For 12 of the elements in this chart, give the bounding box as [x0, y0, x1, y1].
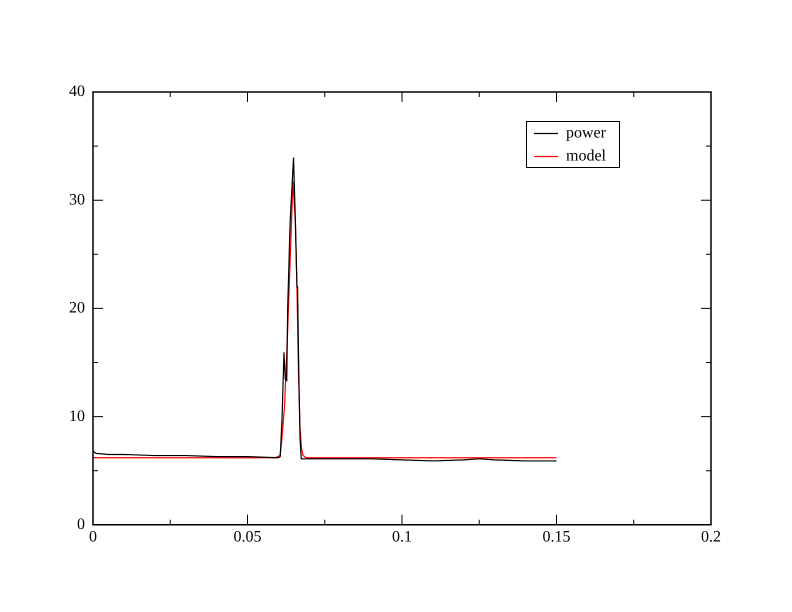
- x-tick-label: 0.05: [234, 528, 262, 546]
- legend-label: power: [566, 124, 607, 142]
- y-tick-label: 0: [77, 516, 85, 534]
- x-tick-label: 0.1: [392, 528, 412, 546]
- y-tick-label: 20: [69, 300, 85, 317]
- y-tick-label: 40: [69, 83, 85, 100]
- y-tick-label: 10: [69, 408, 85, 425]
- x-tick-label: 0.15: [542, 528, 570, 546]
- legend-label: model: [566, 148, 607, 165]
- x-tick-label: 0: [89, 528, 97, 546]
- x-tick-label: 0.2: [701, 528, 721, 546]
- y-tick-label: 30: [69, 191, 85, 208]
